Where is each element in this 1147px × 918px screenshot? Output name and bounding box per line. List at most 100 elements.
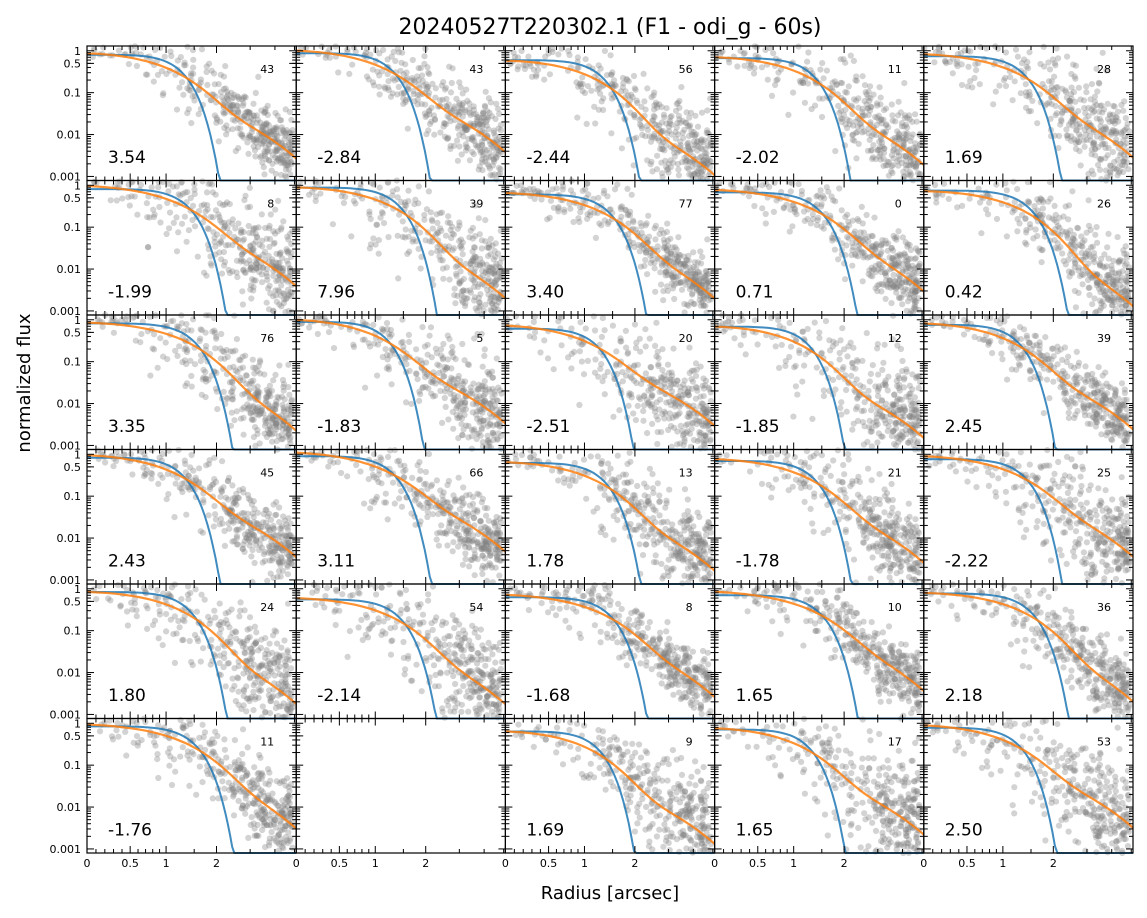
data-point xyxy=(476,231,483,238)
data-point xyxy=(462,303,469,310)
data-point xyxy=(280,408,287,415)
data-point xyxy=(904,114,911,121)
data-point xyxy=(340,199,347,207)
data-point xyxy=(168,52,175,60)
data-point xyxy=(369,79,377,86)
panel-value-label: -2.84 xyxy=(317,148,361,168)
data-point xyxy=(898,120,906,127)
data-point xyxy=(423,131,430,138)
data-point xyxy=(447,89,455,96)
data-point xyxy=(415,65,422,72)
data-point xyxy=(233,336,240,343)
data-point xyxy=(592,234,600,241)
data-point xyxy=(751,185,758,192)
data-point xyxy=(957,50,965,57)
data-point xyxy=(547,197,555,204)
data-point xyxy=(400,95,407,102)
data-point xyxy=(1011,78,1018,85)
data-point xyxy=(252,153,259,160)
data-point xyxy=(239,364,246,371)
data-point xyxy=(239,102,247,109)
data-point xyxy=(230,384,237,391)
data-point xyxy=(166,180,173,187)
data-point xyxy=(845,83,852,90)
data-point xyxy=(877,94,884,101)
data-point xyxy=(1034,232,1041,240)
data-point xyxy=(256,411,264,418)
panel-1-2: 3.40 77 xyxy=(504,177,716,316)
data-point xyxy=(674,99,682,106)
data-point xyxy=(694,123,702,130)
data-point xyxy=(958,61,965,68)
data-point xyxy=(262,144,269,151)
data-point xyxy=(250,112,257,119)
data-point xyxy=(207,213,214,221)
data-point xyxy=(423,112,430,119)
data-point xyxy=(675,166,682,173)
data-point xyxy=(497,127,505,134)
data-point xyxy=(240,100,247,107)
data-point xyxy=(1045,214,1052,221)
data-point xyxy=(194,253,201,260)
data-point xyxy=(679,159,686,166)
data-point xyxy=(683,256,691,263)
data-point xyxy=(1088,167,1095,174)
data-point xyxy=(670,159,677,166)
data-point xyxy=(1072,75,1079,82)
data-point xyxy=(247,264,255,271)
data-point xyxy=(218,256,225,263)
data-point xyxy=(455,108,463,115)
data-point xyxy=(125,181,132,188)
data-point xyxy=(269,127,276,134)
data-point xyxy=(144,244,152,251)
data-point xyxy=(847,52,854,59)
data-point xyxy=(1096,80,1103,87)
data-point xyxy=(1104,244,1111,251)
data-point xyxy=(276,250,283,257)
data-point xyxy=(483,261,490,268)
data-point xyxy=(466,234,473,241)
data-point xyxy=(478,237,485,244)
data-point xyxy=(163,70,170,77)
data-point xyxy=(235,108,242,115)
data-point xyxy=(679,129,686,136)
data-point xyxy=(432,85,439,92)
panel-0-4: 1.69 28 xyxy=(921,43,1134,184)
data-point xyxy=(262,419,269,426)
data-point xyxy=(478,245,485,252)
data-point xyxy=(399,218,406,225)
data-point xyxy=(166,209,174,216)
y-tick-label: 1 xyxy=(74,179,81,192)
data-point xyxy=(205,376,212,383)
data-point xyxy=(1104,296,1112,303)
data-point xyxy=(745,193,753,200)
data-point xyxy=(1083,89,1090,96)
data-point xyxy=(423,86,430,93)
data-point xyxy=(1052,62,1059,69)
data-point xyxy=(669,274,677,281)
data-point xyxy=(190,64,197,71)
data-point xyxy=(406,248,413,255)
data-point xyxy=(373,221,380,228)
data-point xyxy=(245,150,252,157)
data-point xyxy=(471,244,478,251)
data-point xyxy=(783,201,790,208)
panel-1-3: 0.71 0 xyxy=(713,179,925,317)
data-point xyxy=(397,198,405,205)
data-point xyxy=(189,216,196,224)
data-point xyxy=(1092,231,1099,238)
data-point xyxy=(565,47,572,55)
data-point xyxy=(191,186,198,193)
data-point xyxy=(1045,78,1053,85)
data-point xyxy=(184,189,191,196)
data-point xyxy=(664,220,671,227)
data-point xyxy=(467,289,474,296)
data-point xyxy=(288,396,296,403)
data-point xyxy=(601,47,609,55)
data-point xyxy=(964,83,971,90)
data-point xyxy=(234,103,241,110)
data-point xyxy=(248,295,255,302)
data-point xyxy=(199,178,206,185)
data-point xyxy=(150,78,157,85)
